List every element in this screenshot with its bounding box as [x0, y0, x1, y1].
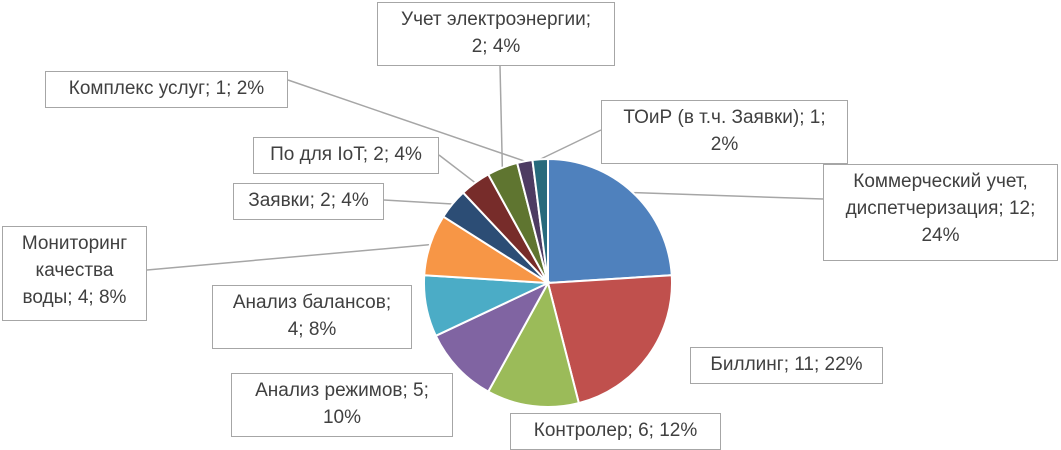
data-label-line: воды; 4; 8%: [22, 287, 127, 308]
data-label-line: 2; 4%: [471, 36, 521, 57]
data-label-line: Учет электроэнергии;: [401, 9, 591, 30]
pie-slice: [434, 280, 551, 394]
data-label: Контролер; 6; 12%: [510, 413, 721, 450]
pie-slice: [486, 280, 581, 408]
data-label-line: 2%: [710, 134, 739, 155]
data-label: Заявки; 2; 4%: [233, 183, 384, 220]
data-label-line: диспетчеризация; 12;: [845, 198, 1036, 219]
data-label-line: Анализ режимов; 5;: [255, 380, 429, 401]
pie-slice: [547, 157, 673, 285]
data-label-line: Комплекс услуг; 1; 2%: [68, 78, 265, 99]
leader-line: [539, 129, 602, 160]
data-label-line: 4; 8%: [287, 319, 337, 340]
leader-line: [287, 79, 526, 162]
data-label-line: ТОиР (в т.ч. Заявки); 1;: [623, 107, 826, 128]
pie-slice: [531, 157, 549, 284]
data-label-line: 24%: [921, 225, 960, 246]
leader-lines: [146, 65, 824, 271]
data-label: Анализ балансов; 4; 8%: [212, 285, 412, 349]
leader-line: [383, 199, 453, 205]
pie-slice: [546, 274, 673, 405]
data-label: Анализ режимов; 5; 10%: [231, 373, 453, 437]
data-label-line: По для IoT; 2; 4%: [270, 144, 422, 165]
data-label-line: Анализ балансов;: [232, 292, 392, 313]
data-label: Биллинг; 11; 22%: [690, 347, 883, 384]
pie-slices: [423, 157, 673, 408]
data-label-line: Мониторинг: [21, 233, 128, 254]
data-label: По для IoT; 2; 4%: [253, 137, 439, 174]
data-label: ТОиР (в т.ч. Заявки); 1; 2%: [601, 100, 848, 164]
leader-line: [146, 243, 431, 271]
leader-line: [632, 191, 824, 200]
data-label-line: Коммерческий учет,: [853, 171, 1028, 192]
leader-line: [438, 154, 476, 184]
leader-line: [499, 65, 504, 168]
data-label-line: 10%: [322, 407, 362, 428]
data-label-line: Контролер; 6; 12%: [533, 420, 698, 441]
data-label: Учет электроэнергии; 2; 4%: [377, 2, 615, 66]
data-label-line: Заявки; 2; 4%: [248, 190, 369, 211]
data-label-line: качества: [35, 260, 114, 281]
data-label-line: Биллинг; 11; 22%: [710, 354, 863, 375]
data-label: Комплекс услуг; 1; 2%: [45, 71, 288, 108]
data-label: Коммерческий учет, диспетчеризация; 12; 24…: [823, 164, 1058, 261]
data-label: Мониторинг качества воды; 4; 8%: [2, 226, 147, 321]
